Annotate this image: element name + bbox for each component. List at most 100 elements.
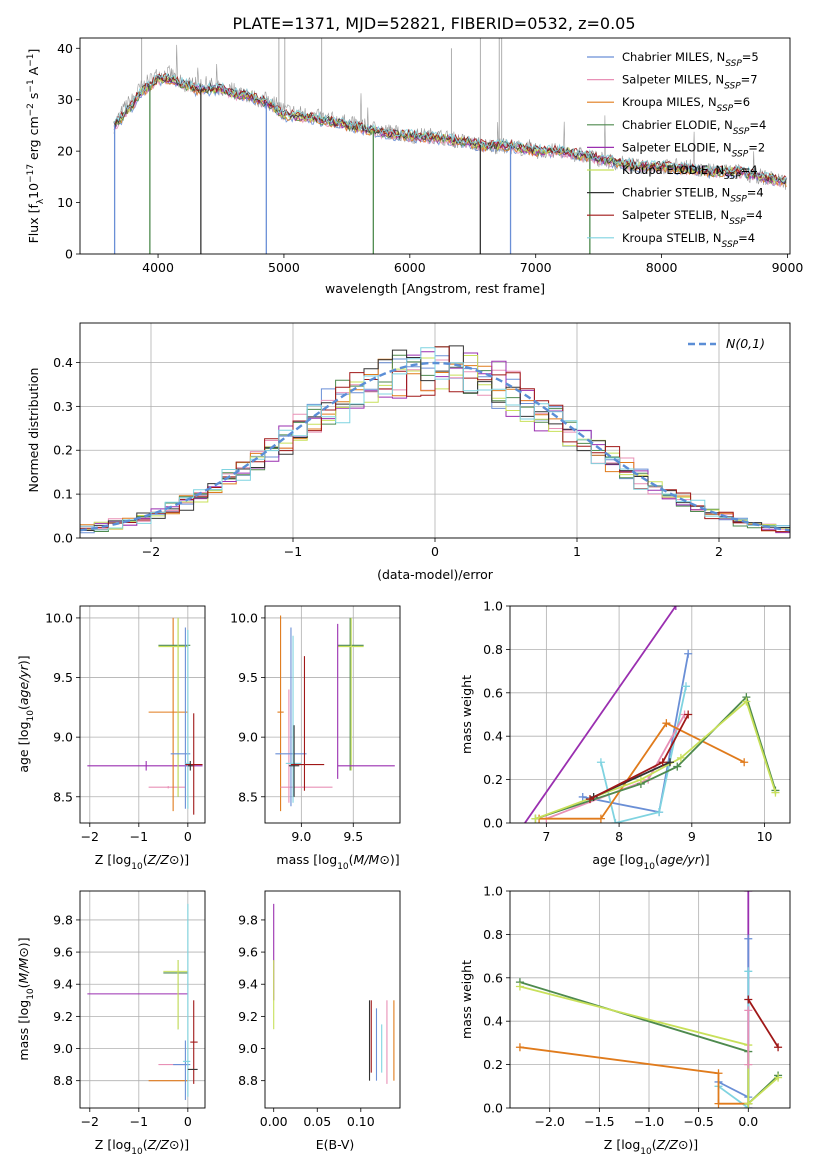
x-axis-label: Z [log10(Z/Z⊙)] (95, 852, 189, 872)
y-tick-label: 0.8 (483, 927, 503, 942)
normal-reference-curve (80, 361, 790, 532)
y-tick-label: 9.0 (53, 730, 73, 745)
y-tick-label: 10.0 (230, 610, 258, 625)
errorbar-4 (163, 960, 188, 1030)
mass-weight-marker (744, 1099, 753, 1108)
plot-area (113, 38, 788, 254)
x-tick-label: −1 (130, 1114, 148, 1129)
legend-label-0: Chabrier MILES, NSSP=5 (622, 50, 759, 69)
y-tick-label: 0.8 (483, 642, 503, 657)
x-tick-label: 0.00 (260, 1114, 288, 1129)
x-tick-label: 8 (615, 829, 623, 844)
legend-label-normal: N(0,1) (726, 336, 765, 351)
panel-mass-vs-EBV: 0.00 0.05 0.10 8.8 9.0 9.2 9.4 9.6 9.8 E(B-V) (238, 890, 401, 1152)
legend-label-7: Salpeter STELIB, NSSP=4 (622, 208, 763, 227)
y-axis-label: age [log10(age/yr)] (16, 655, 36, 772)
errorbar-0 (277, 615, 284, 812)
y-axis-label: mass [log10(M/M⊙)] (16, 937, 36, 1060)
y-tick-label: 20 (57, 144, 73, 159)
mass-weight-marker (740, 758, 749, 767)
y-tick-label: 8.5 (238, 789, 258, 804)
panel-mass-weight-vs-age: 7 8 9 10 0.0 0.2 0.4 0.6 0.8 1.0 age [log10(age/yr… (459, 599, 791, 872)
y-tick-label: 9.4 (53, 977, 73, 992)
x-tick-label: 9.5 (343, 829, 363, 844)
x-tick-label: 0 (431, 544, 439, 559)
mass-weight-marker (636, 775, 645, 784)
mass-weight-line-5 (519, 985, 779, 1106)
y-tick-label: 0.6 (483, 685, 503, 700)
y-tick-label: 0.2 (483, 772, 503, 787)
x-tick-label: 9000 (772, 260, 804, 275)
model-spectrum-8 (113, 72, 787, 183)
panel-mass-vs-Z: −2 −1 0 8.8 9.0 9.2 9.4 9.6 9.8 Z [log10(Z/Z⊙)] ma… (16, 890, 206, 1157)
y-tick-label: 9.5 (53, 670, 73, 685)
legend-label-6: Chabrier STELIB, NSSP=4 (622, 186, 764, 205)
errorbar-8 (337, 623, 395, 779)
x-tick-label: 9 (688, 829, 696, 844)
mass-weight-line-0 (523, 606, 677, 823)
x-tick-label: 0.10 (347, 1114, 375, 1129)
y-tick-label: 8.8 (53, 1073, 73, 1088)
mass-weight-marker (655, 808, 664, 817)
mass-weight-marker (742, 697, 751, 706)
errorbar-2 (148, 617, 188, 812)
x-tick-label: 5000 (268, 260, 300, 275)
y-tick-label: 1.0 (483, 599, 503, 614)
mass-weight-marker (744, 891, 753, 895)
model-spectrum-7 (113, 72, 787, 182)
axes-frame (264, 605, 401, 824)
y-tick-label: 0 (65, 247, 73, 262)
mass-weight-marker (682, 682, 690, 691)
plot-area (80, 891, 205, 1108)
plot-area (80, 606, 205, 823)
y-axis-label: mass weight (459, 960, 474, 1039)
mass-weight-marker (744, 967, 753, 976)
mass-weight-marker (666, 758, 674, 767)
panel-age-vs-Z: −2 −1 0 8.5 9.0 9.5 10.0 Z [log10(Z/Z⊙)] age [lo… (16, 605, 206, 872)
x-tick-label: 7 (542, 829, 550, 844)
legend-label-3: Chabrier ELODIE, NSSP=4 (622, 118, 766, 137)
plot-area (510, 606, 790, 838)
x-tick-label: 2 (715, 544, 723, 559)
errorbar-2 (275, 627, 307, 807)
x-tick-label: −2.0 (535, 1114, 565, 1129)
panel-spectrum: 4000 5000 6000 7000 8000 9000 0 10 20 30 40 Chabrie… (26, 37, 804, 296)
y-tick-label: 0.4 (483, 1014, 503, 1029)
mass-weight-marker (676, 753, 685, 762)
legend-label-8: Kroupa STELIB, NSSP=4 (622, 231, 755, 250)
mass-weight-line-4 (539, 722, 745, 820)
y-tick-label: 0.0 (53, 531, 73, 546)
mass-weight-marker (596, 758, 605, 767)
mass-weight-line-3 (519, 1046, 749, 1105)
x-tick-label: 9.0 (291, 829, 311, 844)
y-tick-label: 9.6 (53, 945, 73, 960)
errorbar-6 (182, 903, 191, 1097)
y-tick-label: 9.6 (238, 945, 258, 960)
y-tick-label: 30 (57, 92, 73, 107)
x-tick-label: 0 (184, 829, 192, 844)
errorbar-7 (337, 617, 364, 771)
mass-weight-marker (714, 1069, 723, 1078)
plot-area (273, 903, 395, 1084)
axes-frame (79, 605, 206, 824)
mass-weight-marker (744, 995, 753, 1004)
axes-frame (79, 322, 791, 539)
y-tick-label: 10.0 (45, 610, 73, 625)
y-tick-label: 9.0 (238, 1041, 258, 1056)
mass-weight-marker (531, 814, 540, 823)
mass-weight-line-1 (718, 938, 750, 1099)
x-tick-label: −2 (81, 829, 99, 844)
y-tick-label: 0.4 (483, 729, 503, 744)
mass-weight-marker (611, 819, 620, 823)
y-tick-label: 0.0 (483, 1101, 503, 1116)
mass-weight-marker (774, 1043, 783, 1052)
mass-weight-line-2 (717, 971, 750, 1108)
plot-area (265, 606, 400, 823)
mass-weight-marker (513, 830, 521, 838)
y-tick-label: 10 (57, 195, 73, 210)
mass-weight-marker (771, 788, 780, 797)
y-tick-label: 0.0 (483, 816, 503, 831)
y-tick-label: 8.5 (53, 789, 73, 804)
x-tick-label: 8000 (646, 260, 678, 275)
y-axis-label: Flux [fλ10−17 erg cm−2 s−1 A−1] (26, 49, 46, 244)
